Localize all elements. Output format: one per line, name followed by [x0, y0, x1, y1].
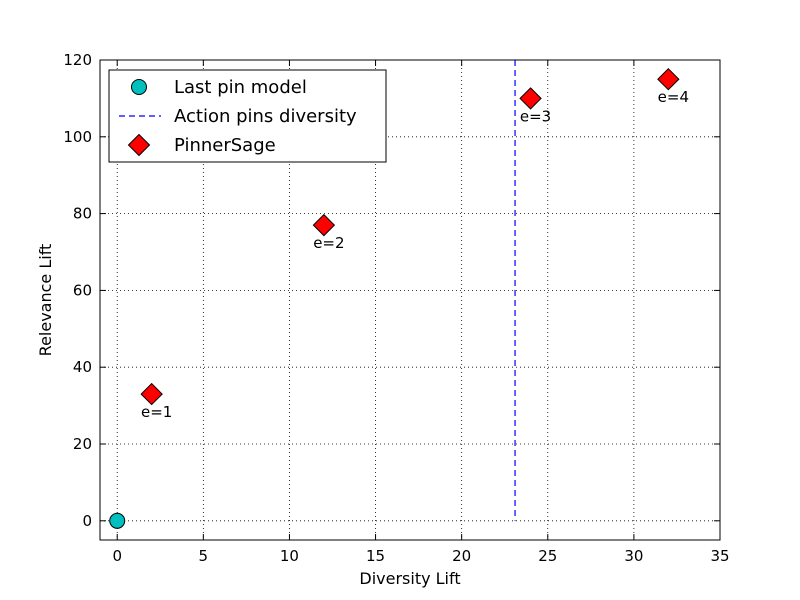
x-tick-label: 0	[112, 547, 122, 565]
x-tick-label: 30	[624, 547, 643, 565]
x-axis-label: Diversity Lift	[359, 569, 460, 588]
pinnersage-point	[519, 87, 542, 110]
legend-diamond-marker	[127, 133, 151, 157]
legend-entry-label: PinnerSage	[174, 135, 276, 156]
x-tick-label: 20	[452, 547, 471, 565]
y-tick-label: 0	[82, 512, 92, 530]
y-tick-label: 80	[73, 205, 92, 223]
legend: Last pin model Action pins diversity Pinne…	[108, 69, 387, 163]
legend-box	[108, 69, 387, 163]
y-tick-label: 20	[73, 435, 92, 453]
point-label: e=3	[520, 107, 551, 125]
pinnersage-point	[657, 67, 680, 91]
y-axis-label: Relevance Lift	[36, 244, 55, 357]
x-tick-label: 5	[199, 547, 209, 565]
series-layer: e=1 e=2 e=3 e=4	[109, 60, 689, 529]
x-tick-label: 35	[710, 547, 729, 565]
last-pin-model-point	[109, 512, 126, 529]
point-label: e=4	[658, 88, 689, 106]
legend-entry-label: Action pins diversity	[174, 106, 357, 127]
pinnersage-point	[140, 382, 163, 406]
x-tick-label: 10	[280, 547, 299, 565]
plot-frame	[99, 59, 721, 541]
y-tick-label: 40	[73, 358, 92, 376]
axis-ticks: 0 5 10 15 20 25 30 35 0 20 40 60 80 100 120	[63, 51, 729, 565]
y-tick-label: 120	[63, 51, 92, 69]
point-label: e=2	[313, 234, 344, 252]
legend-circle-marker	[131, 79, 147, 95]
pinnersage-point	[312, 213, 336, 237]
x-tick-label: 15	[366, 547, 385, 565]
x-tick-label: 25	[538, 547, 557, 565]
point-label: e=1	[141, 403, 172, 421]
y-tick-label: 100	[63, 128, 92, 146]
y-tick-label: 60	[73, 281, 92, 299]
legend-entry-label: Last pin model	[174, 77, 307, 98]
